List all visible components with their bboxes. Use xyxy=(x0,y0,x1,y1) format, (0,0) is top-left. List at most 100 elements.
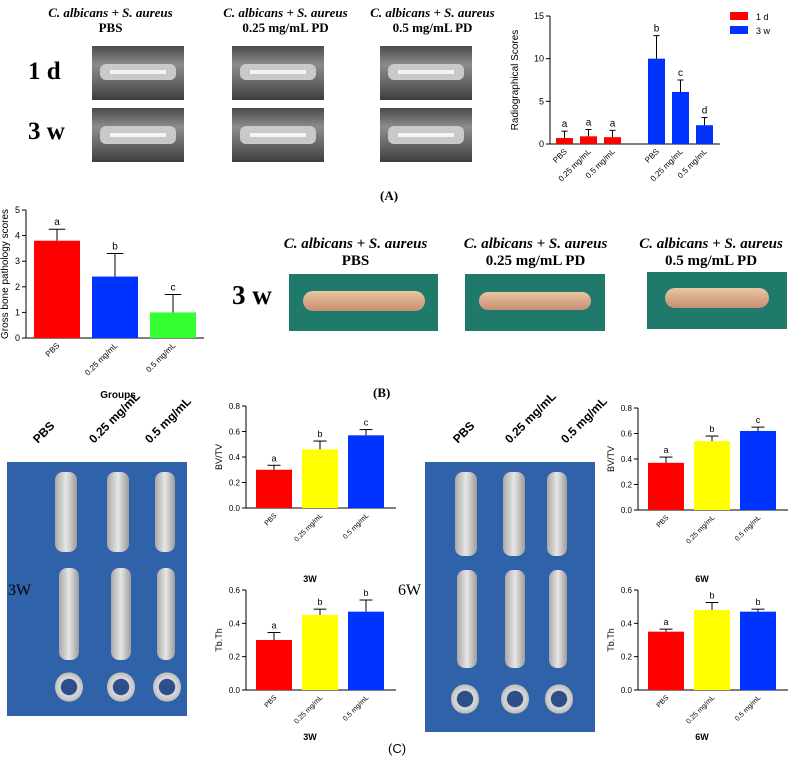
y-tick-label: 0.0 xyxy=(621,506,633,515)
c-label-6w: 6W xyxy=(398,582,422,599)
significance-letter: a xyxy=(663,617,668,627)
bar xyxy=(648,58,665,144)
photo-pbs xyxy=(289,274,438,331)
y-tick-label: 0.8 xyxy=(621,404,633,413)
significance-letter: c xyxy=(364,418,369,428)
bar xyxy=(302,449,338,508)
ct-panel-6w xyxy=(425,462,595,732)
y-tick-label: 0.0 xyxy=(621,686,633,695)
x-tick-label: 0.5 mg/mL xyxy=(734,694,762,722)
bar xyxy=(348,611,384,690)
y-axis-label: Gross bone pathology scores xyxy=(0,209,11,339)
significance-letter: b xyxy=(654,24,660,35)
y-tick-label: 0 xyxy=(539,139,544,149)
photo-025 xyxy=(465,274,605,331)
x-tick-label: 0.25 mg/mL xyxy=(293,694,324,725)
significance-letter: a xyxy=(586,117,592,128)
a-header-pbs: C. albicans + S. aureus PBS xyxy=(48,5,173,35)
y-tick-label: 5 xyxy=(539,96,544,106)
y-axis-label: BV/TV xyxy=(214,444,224,470)
b-header-025: C. albicans + S. aureus 0.25 mg/mL PD xyxy=(463,236,608,270)
x-tick-label: PBS xyxy=(44,341,62,359)
a-header-025: C. albicans + S. aureus 0.25 mg/mL PD xyxy=(223,5,348,35)
significance-letter: d xyxy=(702,106,708,117)
x-tick-label: PBS xyxy=(264,694,279,709)
significance-letter: b xyxy=(709,424,714,434)
caption-a: (A) xyxy=(380,188,399,203)
photo-05 xyxy=(647,272,787,329)
legend-label: 1 d xyxy=(756,12,769,22)
x-tick-label: PBS xyxy=(643,147,661,165)
xray-1d-05 xyxy=(380,46,472,100)
y-tick-label: 0.8 xyxy=(229,402,241,411)
significance-letter: a xyxy=(271,621,276,631)
bar xyxy=(580,136,597,144)
y-tick-label: 1 xyxy=(15,307,20,317)
y-tick-label: 0.2 xyxy=(229,653,241,662)
y-tick-label: 0.4 xyxy=(621,619,633,628)
significance-letter: a xyxy=(562,119,568,130)
x-tick-label: 0.5 mg/mL xyxy=(144,341,177,374)
x-axis-label: Groups xyxy=(100,390,136,401)
a-row-label-1d: 1 d xyxy=(28,58,61,85)
y-axis-label: Tb.Th xyxy=(606,628,616,652)
bar xyxy=(604,137,621,144)
legend-swatch xyxy=(730,12,748,20)
y-tick-label: 0.2 xyxy=(621,481,633,490)
y-axis-label: BV/TV xyxy=(606,446,616,472)
bar xyxy=(740,611,776,690)
y-tick-label: 0.0 xyxy=(229,686,241,695)
y-tick-label: 0.6 xyxy=(229,586,241,595)
significance-letter: c xyxy=(678,68,683,79)
bar xyxy=(696,125,713,144)
significance-letter: a xyxy=(663,445,668,455)
tbth-3w-chart: 0.0 0.2 0.4 0.6 Tb.Th a PBS b 0.25 mg/mL b 0.5 mg/… xyxy=(214,574,396,742)
c-right-group-pbs: PBS xyxy=(450,418,478,446)
chart-title: 3W xyxy=(303,574,317,584)
significance-letter: b xyxy=(755,597,760,607)
bar xyxy=(348,435,384,508)
y-tick-label: 0.4 xyxy=(621,455,633,464)
y-tick-label: 0.6 xyxy=(621,430,633,439)
a-row-label-3w: 3 w xyxy=(28,118,65,145)
y-tick-label: 10 xyxy=(534,54,544,64)
b-header-05: C. albicans + S. aureus 0.5 mg/mL PD xyxy=(639,236,783,270)
chart-title: 6W xyxy=(695,574,709,584)
x-tick-label: 0.25 mg/mL xyxy=(293,512,324,543)
legend-label: 3 w xyxy=(756,26,771,36)
y-tick-label: 0.2 xyxy=(621,653,633,662)
bar xyxy=(150,312,196,338)
y-tick-label: 15 xyxy=(534,11,544,21)
bar xyxy=(672,91,689,144)
x-axis-label: 3W xyxy=(303,732,317,742)
significance-letter: b xyxy=(317,597,322,607)
b-header-pbs: C. albicans + S. aureus PBS xyxy=(283,236,428,270)
y-tick-label: 0.4 xyxy=(229,619,241,628)
y-tick-label: 0.6 xyxy=(229,428,241,437)
caption-c: (C) xyxy=(388,741,407,756)
x-tick-label: PBS xyxy=(551,147,569,165)
bar xyxy=(740,430,776,510)
y-axis-label: Radiographical Scores xyxy=(510,30,521,131)
significance-letter: b xyxy=(709,591,714,601)
xray-3w-05 xyxy=(380,108,472,162)
significance-letter: a xyxy=(271,453,276,463)
x-tick-label: 0.25 mg/mL xyxy=(685,694,716,725)
significance-letter: a xyxy=(610,118,616,129)
y-tick-label: 5 xyxy=(15,205,20,215)
y-tick-label: 0 xyxy=(15,333,20,343)
y-tick-label: 0.2 xyxy=(229,479,241,488)
bar xyxy=(648,462,684,510)
x-tick-label: 0.5 mg/mL xyxy=(342,512,370,540)
x-axis-label: 6W xyxy=(695,732,709,742)
x-tick-label: 0.25 mg/mL xyxy=(685,514,716,545)
c-right-group-025: 0.25 mg/mL xyxy=(502,389,559,446)
b-row-label-3w: 3 w xyxy=(232,280,272,310)
y-tick-label: 3 xyxy=(15,256,20,266)
significance-letter: c xyxy=(756,415,761,425)
bar xyxy=(34,240,80,338)
y-tick-label: 0.6 xyxy=(621,586,633,595)
x-tick-label: 0.5 mg/mL xyxy=(342,694,370,722)
gross-bone-pathology-chart: 0 1 2 3 4 5 Gross bone pathology scores a PBS b 0.… xyxy=(0,205,204,401)
